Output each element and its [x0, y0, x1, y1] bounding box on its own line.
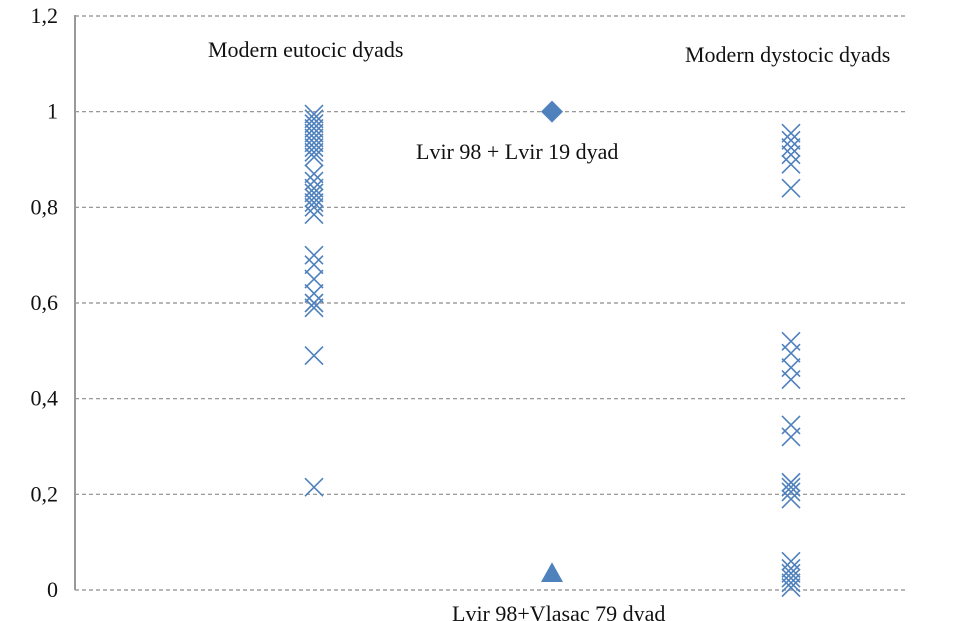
data-point-x [304, 147, 324, 167]
data-point-x [304, 104, 324, 124]
y-tick-label: 1 [47, 99, 58, 124]
annotation-lvir19: Lvir 98 + Lvir 19 dyad [416, 139, 618, 164]
data-point-x [781, 482, 801, 502]
data-point-x [304, 255, 324, 275]
data-point-x [781, 563, 801, 583]
data-point-x [304, 197, 324, 217]
data-marks [304, 100, 801, 598]
annotation-eutocic: Modern eutocic dyads [208, 37, 404, 62]
data-point-x [304, 133, 324, 153]
data-point-x [304, 204, 324, 225]
data-point-x [781, 137, 801, 158]
data-point-x [304, 123, 324, 143]
data-point-x [304, 137, 324, 158]
annotation-dystocic: Modern dystocic dyads [685, 42, 890, 67]
data-point-x [781, 130, 801, 150]
data-point-x [781, 427, 801, 447]
data-point-x [781, 472, 801, 492]
data-point-x [304, 178, 324, 198]
data-point-x [781, 154, 801, 174]
annotation-vlasac79: Lvir 98+Vlasac 79 dyad [452, 601, 665, 621]
data-point-x [781, 568, 801, 588]
y-tick-label: 0,6 [31, 290, 59, 315]
data-point-x [304, 245, 324, 265]
data-point-x [304, 164, 324, 184]
y-tick-label: 0,2 [31, 481, 59, 506]
data-point-x [304, 118, 324, 138]
y-tick-label: 0,4 [31, 386, 59, 411]
data-point-x [304, 114, 324, 134]
y-tick-label: 0 [47, 577, 58, 602]
data-point-x [781, 178, 801, 198]
annotations: Modern eutocic dyads Modern dystocic dya… [208, 37, 890, 621]
data-point-triangle [541, 562, 563, 583]
data-point-x [781, 343, 801, 363]
data-point-x [304, 142, 324, 162]
data-point-x [781, 123, 801, 143]
data-point-diamond [541, 100, 563, 123]
data-point-x [304, 298, 324, 318]
data-point-x [304, 477, 324, 497]
grid-layer [75, 15, 908, 591]
y-tick-label: 1,2 [31, 3, 59, 28]
data-point-x [304, 183, 324, 203]
y-tick-label: 0,8 [31, 194, 59, 219]
data-point-x [304, 109, 324, 129]
data-point-x [304, 283, 324, 303]
data-point-x [304, 128, 324, 148]
data-point-x [781, 573, 801, 593]
data-point-x [304, 293, 324, 313]
data-point-x [781, 369, 801, 390]
data-point-x [781, 145, 801, 165]
y-tick-labels: 0 0,2 0,4 0,6 0,8 1 1,2 [31, 3, 59, 602]
data-point-x [781, 489, 801, 509]
data-point-x [304, 188, 324, 208]
data-point-x [781, 578, 801, 598]
data-point-x [304, 346, 324, 366]
data-point-x [304, 269, 324, 289]
data-point-x [781, 558, 801, 579]
